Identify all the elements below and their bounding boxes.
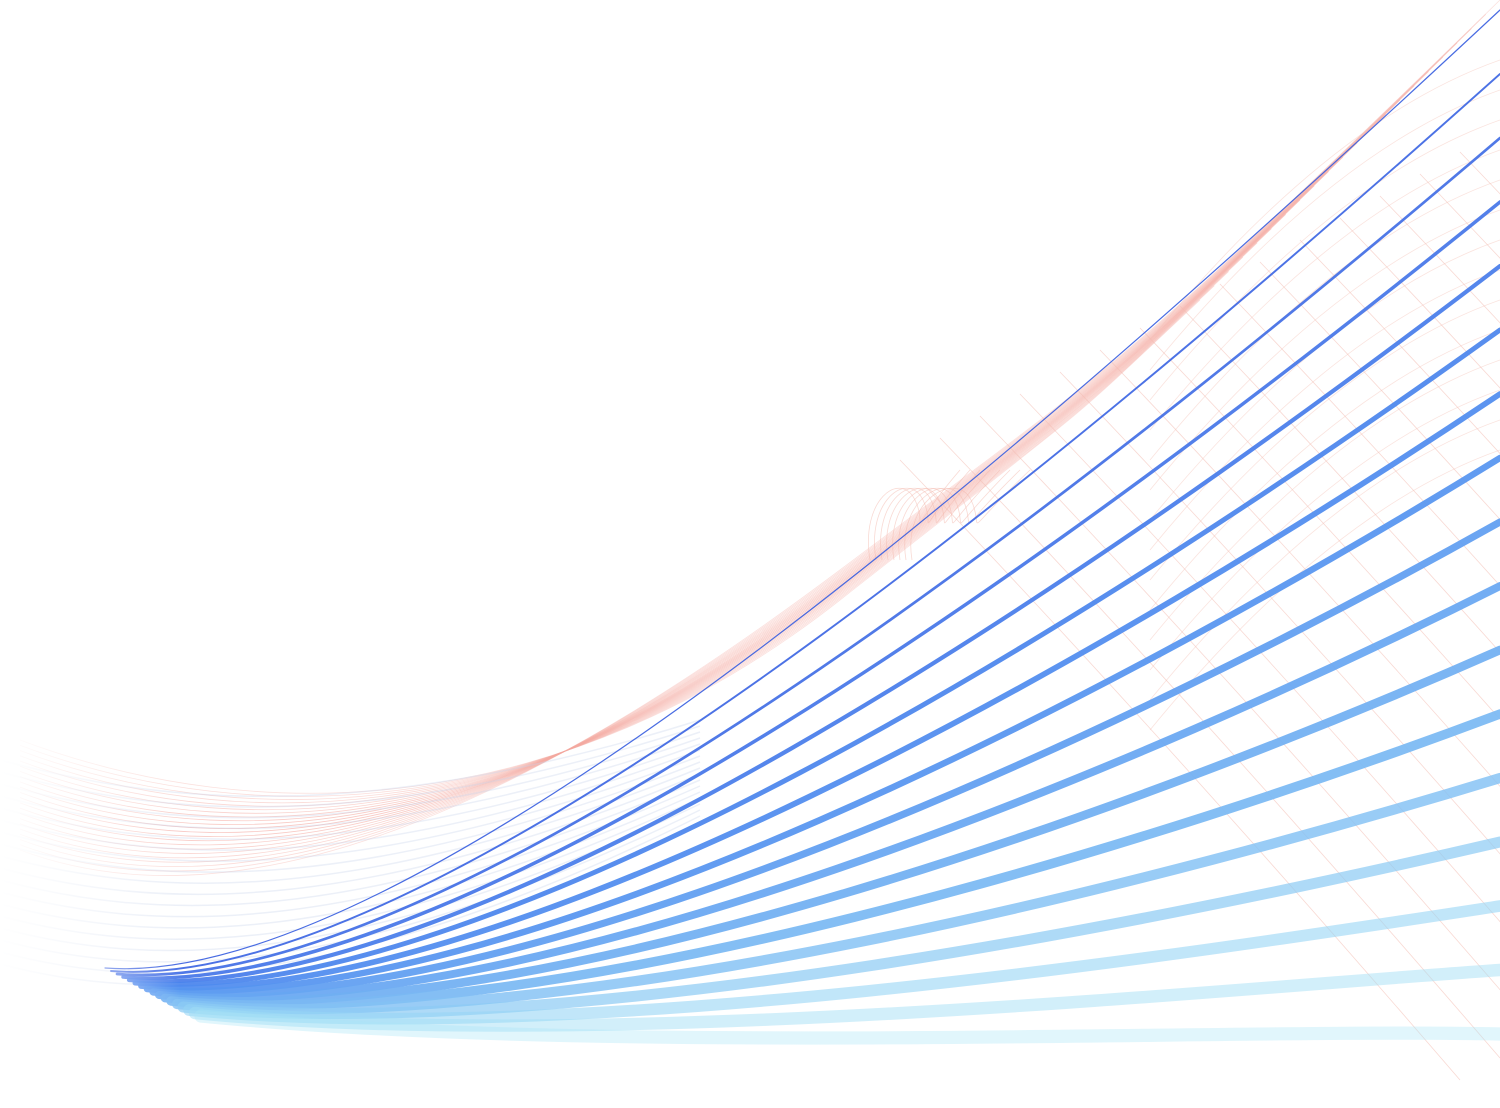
page: (() => { JSON.parse(document.getElementB… [0,0,1500,1108]
background-art [0,0,1500,1108]
left-fade [0,0,1500,1108]
